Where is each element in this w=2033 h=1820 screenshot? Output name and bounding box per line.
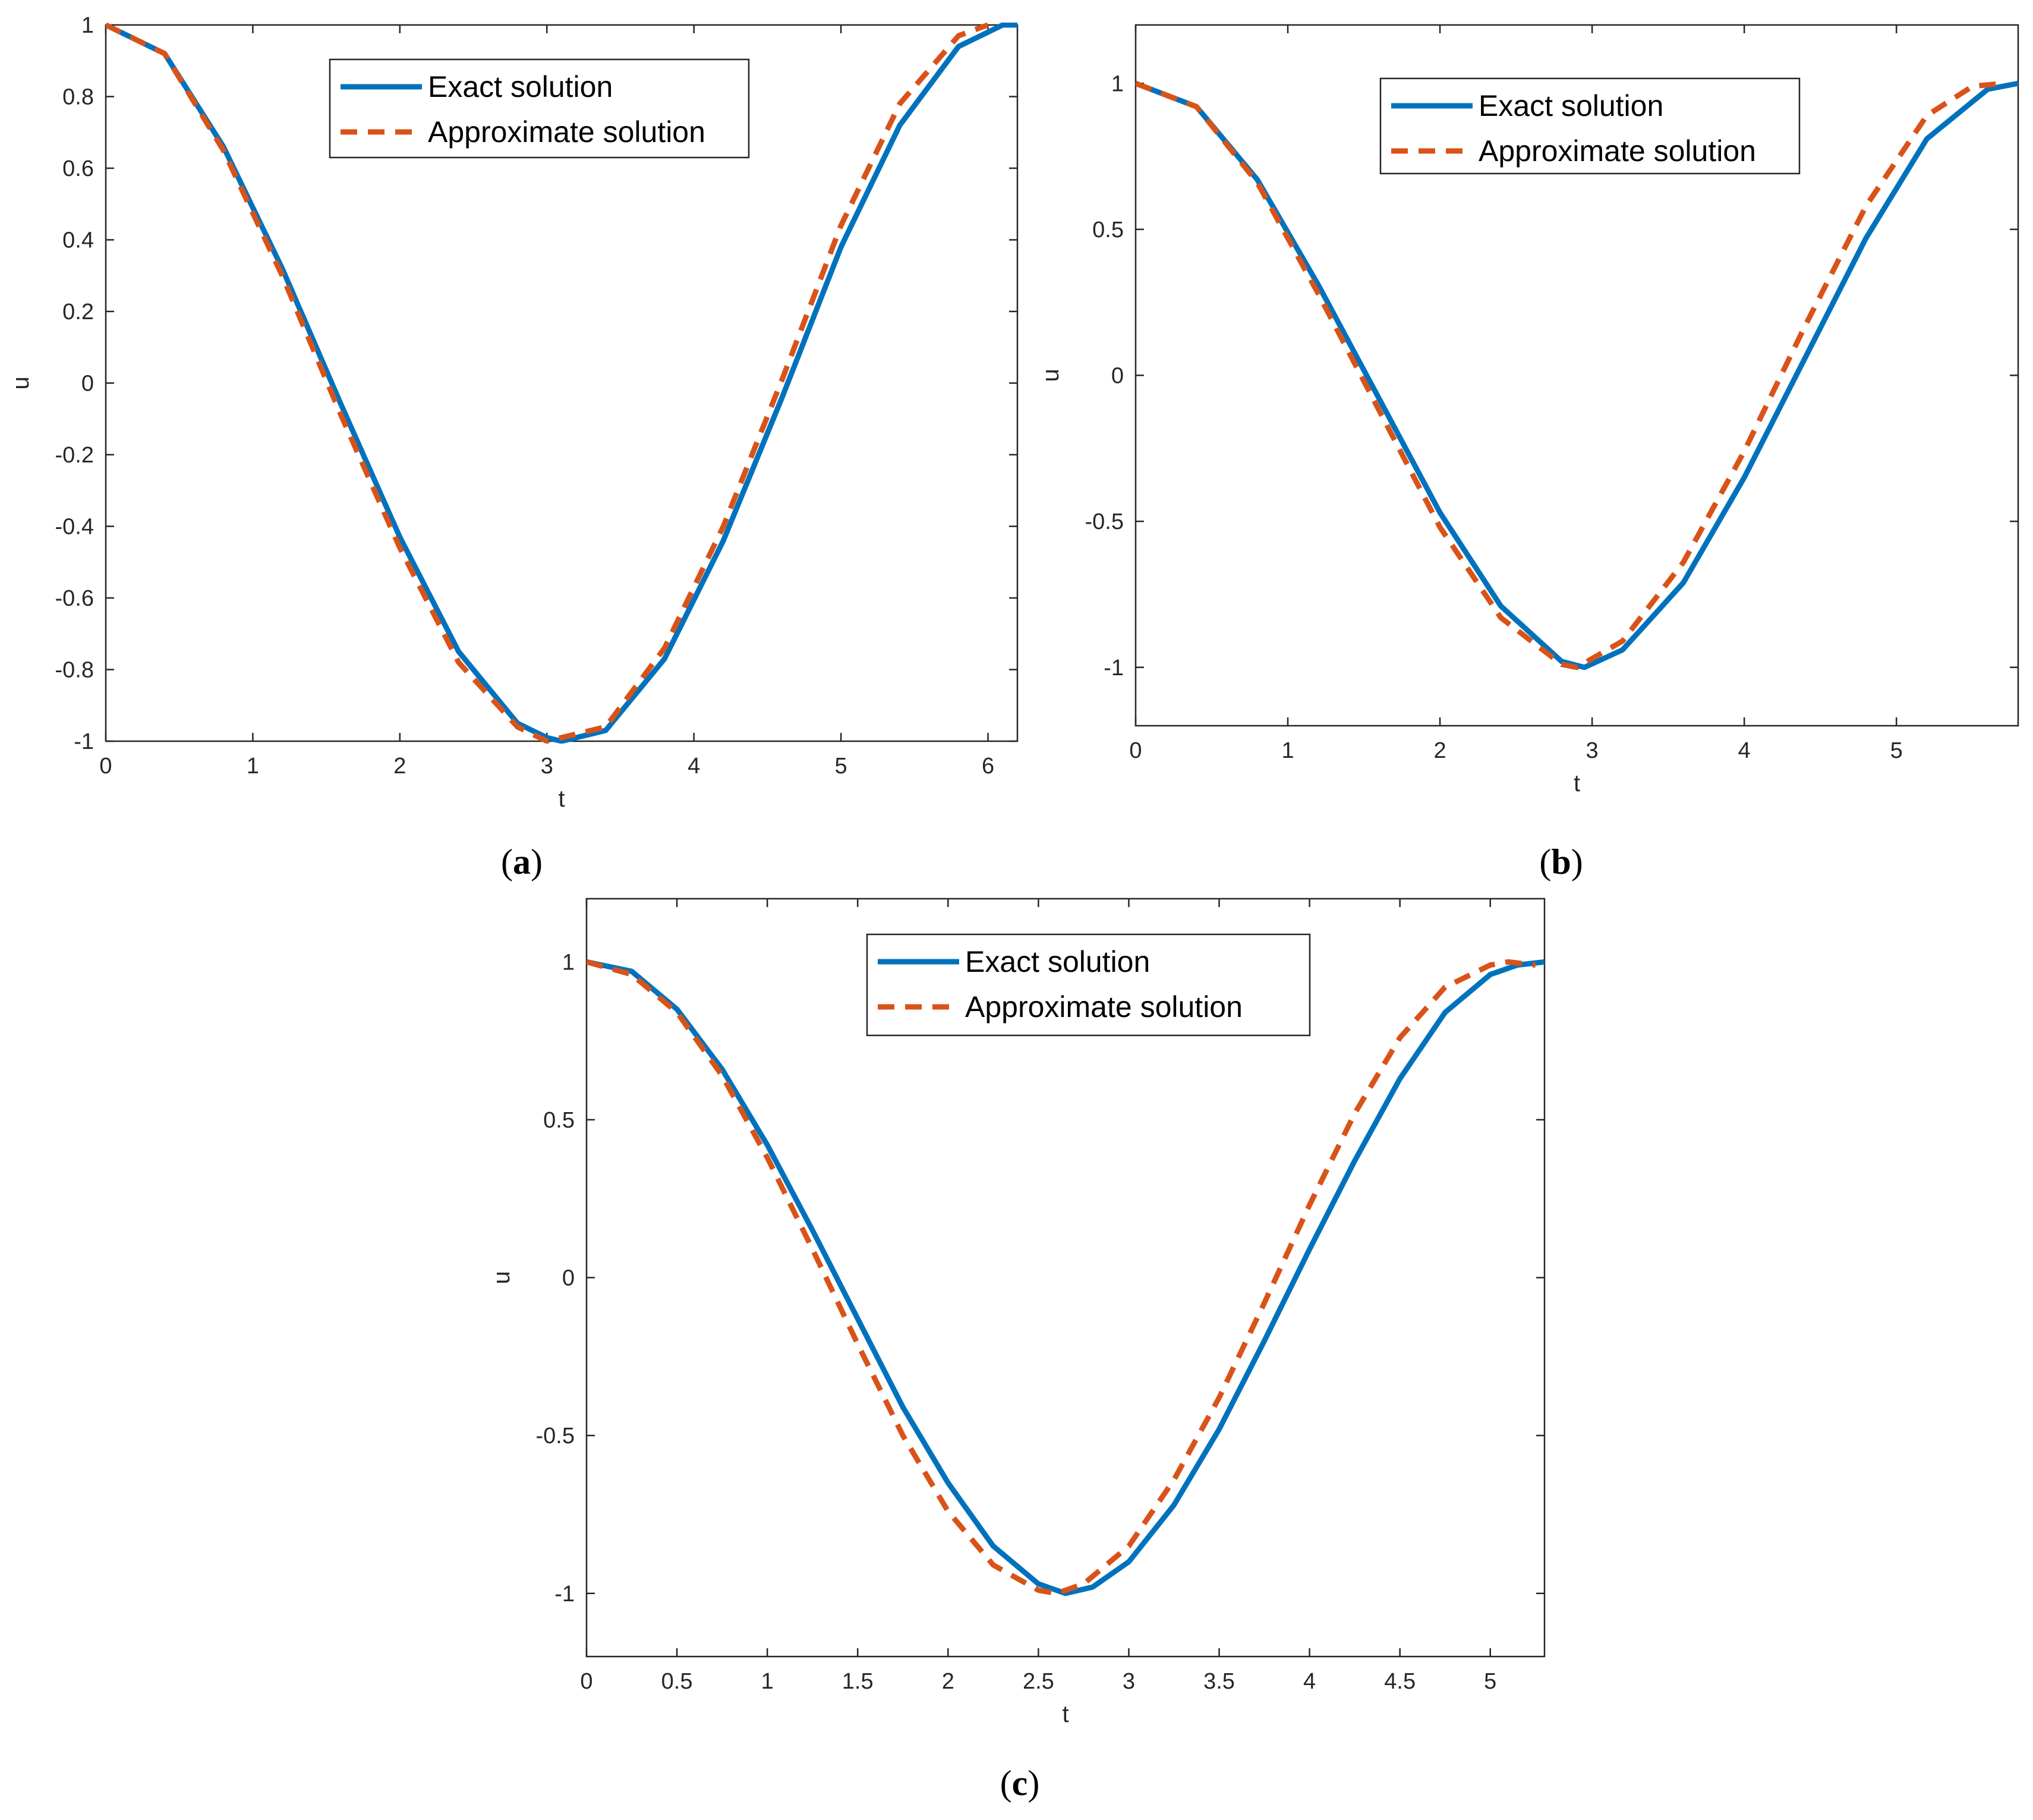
x-axis-label: t [558,786,565,812]
y-tick-label: 0 [1111,364,1124,389]
x-tick-label: 4.5 [1384,1669,1416,1694]
y-tick-label: -0.2 [55,443,94,468]
x-tick-label: 3.5 [1203,1669,1235,1694]
y-tick-label: -0.8 [55,658,94,683]
x-tick-label: 3 [1586,738,1599,763]
legend-entry: Exact solution [1479,89,1663,122]
y-tick-label: 0.4 [62,228,94,253]
series-line-approximate [587,959,1536,1597]
x-tick-label: 6 [982,754,994,779]
x-tick-label: 0 [99,754,112,779]
legend: Exact solution Approximate solution [866,933,1311,1037]
chart-panel-c: 0 0.5 1 1.5 2 2.5 3 3.5 4 4.5 5 -1 -0.5 0 0.5 1 t u Exact … [488,898,1546,1803]
y-tick-label: -1 [1104,656,1124,681]
y-tick-label: 0.2 [62,300,94,325]
series-line-exact [1136,80,2018,670]
y-tick-label: -0.6 [55,586,94,611]
series-line-approximate [1136,80,2003,670]
chart-panel-b: 0 1 2 3 4 5 -1 -0.5 0 0.5 1 t u Exact solution Approxi… [1038,24,2019,881]
panel-label: (c) [1000,1764,1040,1803]
x-tick-label: 0 [580,1669,592,1694]
y-axis-label: u [8,376,34,389]
x-tick-label: 4 [1303,1669,1316,1694]
legend-entry: Approximate solution [428,115,705,149]
y-tick-label: 1 [81,13,94,38]
panel-label: (a) [501,842,543,881]
series-line-exact [587,959,1545,1597]
x-tick-label: 5 [1484,1669,1496,1694]
y-tick-label: -0.5 [1085,509,1124,534]
legend: Exact solution Approximate solution [329,58,750,159]
y-tick-label: 0 [562,1266,575,1291]
x-tick-label: 2.5 [1023,1669,1054,1694]
legend-entry: Approximate solution [1479,134,1756,168]
y-tick-label: 1 [562,950,575,975]
x-tick-label: 0.5 [661,1669,693,1694]
series-line-exact [106,23,1017,744]
y-tick-label: 0.5 [543,1108,575,1133]
x-tick-label: 0 [1129,738,1142,763]
x-tick-label: 3 [541,754,553,779]
x-tick-label: 2 [393,754,406,779]
x-tick-label: 1.5 [842,1669,874,1694]
legend-box [329,58,750,159]
x-tick-label: 4 [688,754,700,779]
x-tick-label: 2 [1433,738,1446,763]
y-tick-label: -0.4 [55,515,94,540]
x-tick-label: 1 [1281,738,1294,763]
y-axis-label: u [488,1271,515,1284]
chart-panel-a: 0 1 2 3 4 5 6 -1 -0.8 -0.6 -0.4 -0.2 0 0.2 0.4 0.6 0.8 1 t… [8,13,1019,881]
y-tick-label: 0.5 [1092,218,1124,243]
y-axis-label: u [1038,369,1064,382]
x-tick-label: 3 [1123,1669,1135,1694]
legend-entry: Exact solution [428,70,613,103]
legend-entry: Exact solution [965,945,1150,978]
x-tick-label: 1 [247,754,259,779]
y-tick-label: -1 [554,1582,575,1607]
x-tick-label: 5 [835,754,847,779]
y-tick-label: -1 [74,729,94,754]
legend-box [1379,77,1801,175]
y-tick-label: 0.8 [62,85,94,110]
y-tick-label: 0 [81,371,94,396]
x-axis-label: t [1062,1701,1068,1727]
y-tick-label: 0.6 [62,156,94,181]
y-tick-label: 1 [1111,71,1124,96]
x-tick-label: 5 [1890,738,1903,763]
y-tick-label: -0.5 [536,1424,575,1449]
x-tick-label: 4 [1738,738,1751,763]
legend-box [866,933,1311,1037]
panel-label: (b) [1539,842,1583,881]
legend: Exact solution Approximate solution [1379,77,1801,175]
x-tick-label: 2 [942,1669,954,1694]
x-tick-label: 1 [761,1669,774,1694]
legend-entry: Approximate solution [965,990,1243,1024]
x-axis-label: t [1574,770,1580,796]
series-line-approximate [106,23,989,744]
